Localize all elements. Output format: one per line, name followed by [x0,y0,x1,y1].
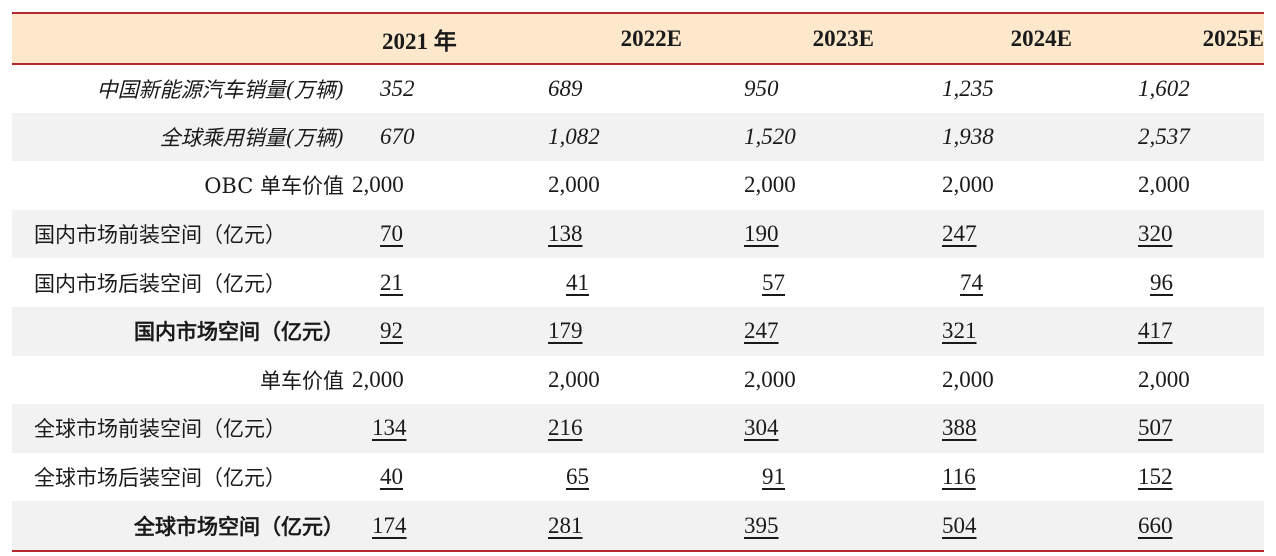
table-cell: 320 [1138,221,1173,247]
table-cell: 388 [942,415,977,441]
table-cell: 65 [566,464,589,490]
table-cell: 2,537 [1138,123,1190,149]
table-cell: 504 [942,512,977,538]
row-label: OBC 单车价值 [204,174,344,199]
table-cell: 304 [744,415,779,441]
table-cell: 1,602 [1138,75,1190,101]
table-cell: 74 [960,269,983,295]
table-cell: 2,000 [352,172,404,198]
table-cell: 395 [744,512,779,538]
table-cell: 96 [1150,269,1173,295]
table-cell: 138 [548,221,583,247]
table-cell: 2,000 [942,172,994,198]
table-row: 中国新能源汽车销量(万辆) 352 689 950 1,235 1,602 [12,64,1264,113]
row-label: 国内市场后装空间（亿元） [34,271,286,296]
table-cell: 2,000 [548,366,600,392]
table-cell: 134 [372,415,407,441]
market-size-table: 2021 年 2022E 2023E 2024E 2025E 中国新能源汽车销量… [12,14,1264,550]
table-cell: 507 [1138,415,1173,441]
header-cell-2021: 2021 年 [382,28,457,54]
row-label: 全球乘用销量(万辆) [159,125,344,150]
row-label: 全球市场后装空间（亿元） [34,466,286,491]
table-row: 国内市场空间（亿元） 92 179 247 321 417 [12,306,1264,356]
table-cell: 174 [372,512,407,538]
table-cell: 1,082 [548,123,600,149]
table-cell: 950 [744,75,779,101]
table-cell: 40 [380,464,403,490]
table-cell: 216 [548,415,583,441]
table-cell: 2,000 [548,172,600,198]
table-row: 国内市场后装空间（亿元） 21 41 57 74 96 [12,258,1264,307]
table-cell: 1,520 [744,123,796,149]
table-cell: 247 [942,221,977,247]
table-cell: 670 [380,123,415,149]
table-cell: 2,000 [352,366,404,392]
table-cell: 152 [1138,464,1173,490]
row-label: 全球市场空间（亿元） [134,513,344,539]
table-cell: 660 [1138,512,1173,538]
table-cell: 190 [744,221,779,247]
row-label: 国内市场前装空间（亿元） [34,223,286,248]
row-label: 单车价值 [260,368,344,393]
table-cell: 2,000 [942,366,994,392]
header-cell-2025e: 2025E [1202,25,1264,51]
header-cell-2024e: 2024E [1010,25,1072,51]
table-cell: 179 [548,318,583,344]
table-cell: 2,000 [744,172,796,198]
table-row: 单车价值 2,000 2,000 2,000 2,000 2,000 [12,356,1264,405]
table-cell: 281 [548,512,583,538]
row-label: 全球市场前装空间（亿元） [34,417,286,442]
table-row: 国内市场前装空间（亿元） 70 138 190 247 320 [12,209,1264,259]
table-cell: 1,938 [942,123,994,149]
table-cell: 70 [380,221,403,247]
header-cell-label [12,14,352,64]
table-cell: 57 [762,269,785,295]
table-cell: 41 [566,269,589,295]
table-cell: 2,000 [1138,172,1190,198]
header-row: 2021 年 2022E 2023E 2024E 2025E [12,14,1264,64]
table-cell: 352 [380,75,415,101]
row-label: 中国新能源汽车销量(万辆) [96,77,344,102]
table-cell: 247 [744,318,779,344]
table-cell: 92 [380,318,403,344]
row-label: 国内市场空间（亿元） [134,319,344,345]
table-row: 全球市场后装空间（亿元） 40 65 91 116 152 [12,453,1264,502]
table-frame: 2021 年 2022E 2023E 2024E 2025E 中国新能源汽车销量… [12,12,1264,552]
table-row: OBC 单车价值 2,000 2,000 2,000 2,000 2,000 [12,161,1264,210]
header-cell-2022e: 2022E [620,25,682,51]
table-row: 全球市场空间（亿元） 174 281 395 504 660 [12,501,1264,550]
table-cell: 689 [548,75,583,101]
header-cell-2023e: 2023E [812,25,874,51]
table-cell: 321 [942,318,977,344]
table-cell: 116 [942,464,976,490]
table-cell: 2,000 [1138,366,1190,392]
table-cell: 21 [380,269,403,295]
table-row: 全球市场前装空间（亿元） 134 216 304 388 507 [12,404,1264,453]
table-cell: 2,000 [744,366,796,392]
table-cell: 91 [762,464,785,490]
table-cell: 1,235 [942,75,994,101]
table-cell: 417 [1138,318,1173,344]
table-row: 全球乘用销量(万辆) 670 1,082 1,520 1,938 2,537 [12,112,1264,162]
